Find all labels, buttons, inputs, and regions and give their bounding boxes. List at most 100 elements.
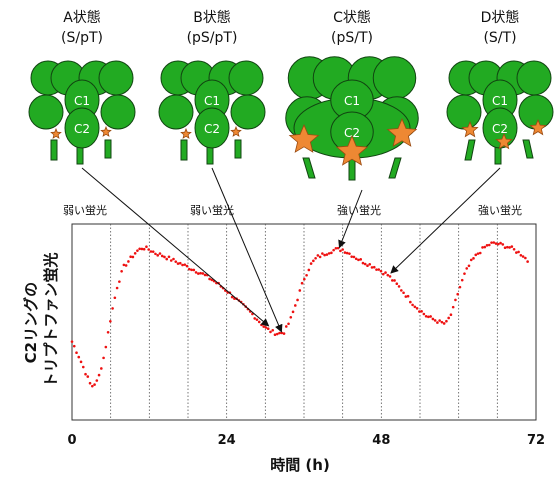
data-point: [178, 261, 182, 265]
data-point: [512, 247, 516, 251]
c2-label: C2: [492, 122, 508, 136]
data-point: [526, 260, 529, 263]
data-point: [379, 269, 383, 273]
data-point: [84, 372, 87, 376]
data-point: [422, 312, 426, 316]
data-point: [375, 268, 378, 271]
data-point: [438, 319, 441, 322]
data-point: [469, 258, 473, 262]
data-point: [404, 295, 408, 298]
data-point: [145, 245, 148, 248]
data-point: [262, 325, 266, 328]
data-point: [494, 242, 498, 245]
stalk: [50, 139, 58, 161]
data-point: [325, 253, 329, 256]
data-point: [316, 254, 320, 257]
data-point: [271, 329, 275, 332]
c2-label: C2: [344, 126, 360, 140]
data-point: [456, 292, 460, 296]
state-name: A状態: [63, 10, 101, 26]
fluorescence-star-icon: [50, 127, 62, 139]
x-tick-label: 24: [218, 433, 236, 448]
data-point: [176, 262, 180, 265]
data-point: [273, 333, 277, 337]
data-point: [129, 255, 132, 259]
data-point: [312, 259, 315, 263]
data-point: [109, 319, 112, 323]
data-point: [289, 316, 293, 319]
data-point: [372, 265, 376, 269]
data-point: [384, 271, 387, 274]
c2-ring: [194, 107, 230, 149]
data-point: [454, 298, 457, 302]
data-point: [70, 340, 74, 343]
data-point: [91, 384, 94, 388]
data-point: [296, 298, 299, 302]
data-point: [503, 246, 507, 250]
data-point: [472, 257, 475, 260]
x-tick-label: 48: [372, 433, 390, 448]
data-point: [280, 331, 284, 335]
data-point: [158, 252, 162, 255]
fluorescence-label: 強い蛍光: [478, 203, 522, 217]
data-point: [208, 277, 211, 281]
data-point: [127, 260, 130, 263]
data-point: [257, 320, 261, 324]
data-point: [167, 255, 171, 259]
protein-states: A状態 (S/pT) C1 C2 B状態 (pS/pT) C1 C2 C状態 (pS/T) C1 C2…: [28, 10, 554, 181]
data-point: [429, 315, 432, 318]
state-code: (S/T): [483, 30, 516, 46]
data-point: [197, 272, 200, 275]
data-point: [314, 256, 317, 260]
data-point: [339, 249, 342, 253]
c2-ring: [64, 107, 100, 149]
data-point: [345, 251, 349, 255]
data-point: [397, 285, 401, 288]
data-point: [348, 252, 351, 255]
annotation-arrow: [390, 167, 501, 274]
data-point: [169, 259, 173, 262]
data-point: [79, 360, 83, 364]
data-point: [501, 243, 505, 246]
data-point: [458, 285, 462, 289]
y-axis-label-line1: C2リングの: [22, 282, 40, 363]
subunit: [446, 94, 482, 130]
data-point: [284, 325, 288, 328]
data-point: [187, 267, 191, 271]
data-point: [102, 356, 105, 360]
data-points: [70, 241, 529, 388]
data-point: [460, 278, 464, 282]
x-axis-label: 時間 (h): [270, 456, 330, 474]
data-point: [255, 318, 259, 321]
data-point: [253, 317, 256, 320]
data-point: [368, 262, 372, 266]
x-tick-label: 0: [67, 433, 76, 448]
data-point: [113, 296, 117, 300]
stalk: [522, 139, 534, 159]
stalk: [234, 139, 242, 159]
data-point: [332, 248, 335, 252]
data-point: [521, 255, 525, 258]
data-point: [88, 381, 92, 385]
data-point: [264, 326, 268, 329]
data-point: [357, 258, 360, 262]
data-point: [298, 289, 302, 292]
data-point: [111, 307, 114, 310]
annotation-arrow: [338, 189, 363, 249]
data-point: [409, 300, 412, 304]
annotation-arrows: [81, 167, 501, 333]
fluorescence-star-icon: [495, 132, 513, 150]
data-point: [386, 273, 390, 277]
y-axis-label: C2リングの トリプトファン蛍光: [22, 252, 60, 387]
data-point: [282, 332, 286, 335]
data-point: [160, 254, 164, 258]
data-point: [149, 250, 153, 253]
data-point: [269, 330, 272, 334]
stalk: [104, 139, 112, 159]
data-point: [393, 279, 396, 282]
data-point: [106, 331, 110, 334]
data-point: [122, 263, 126, 267]
data-point: [449, 313, 453, 317]
data-point: [142, 247, 146, 251]
data-point: [517, 250, 520, 254]
